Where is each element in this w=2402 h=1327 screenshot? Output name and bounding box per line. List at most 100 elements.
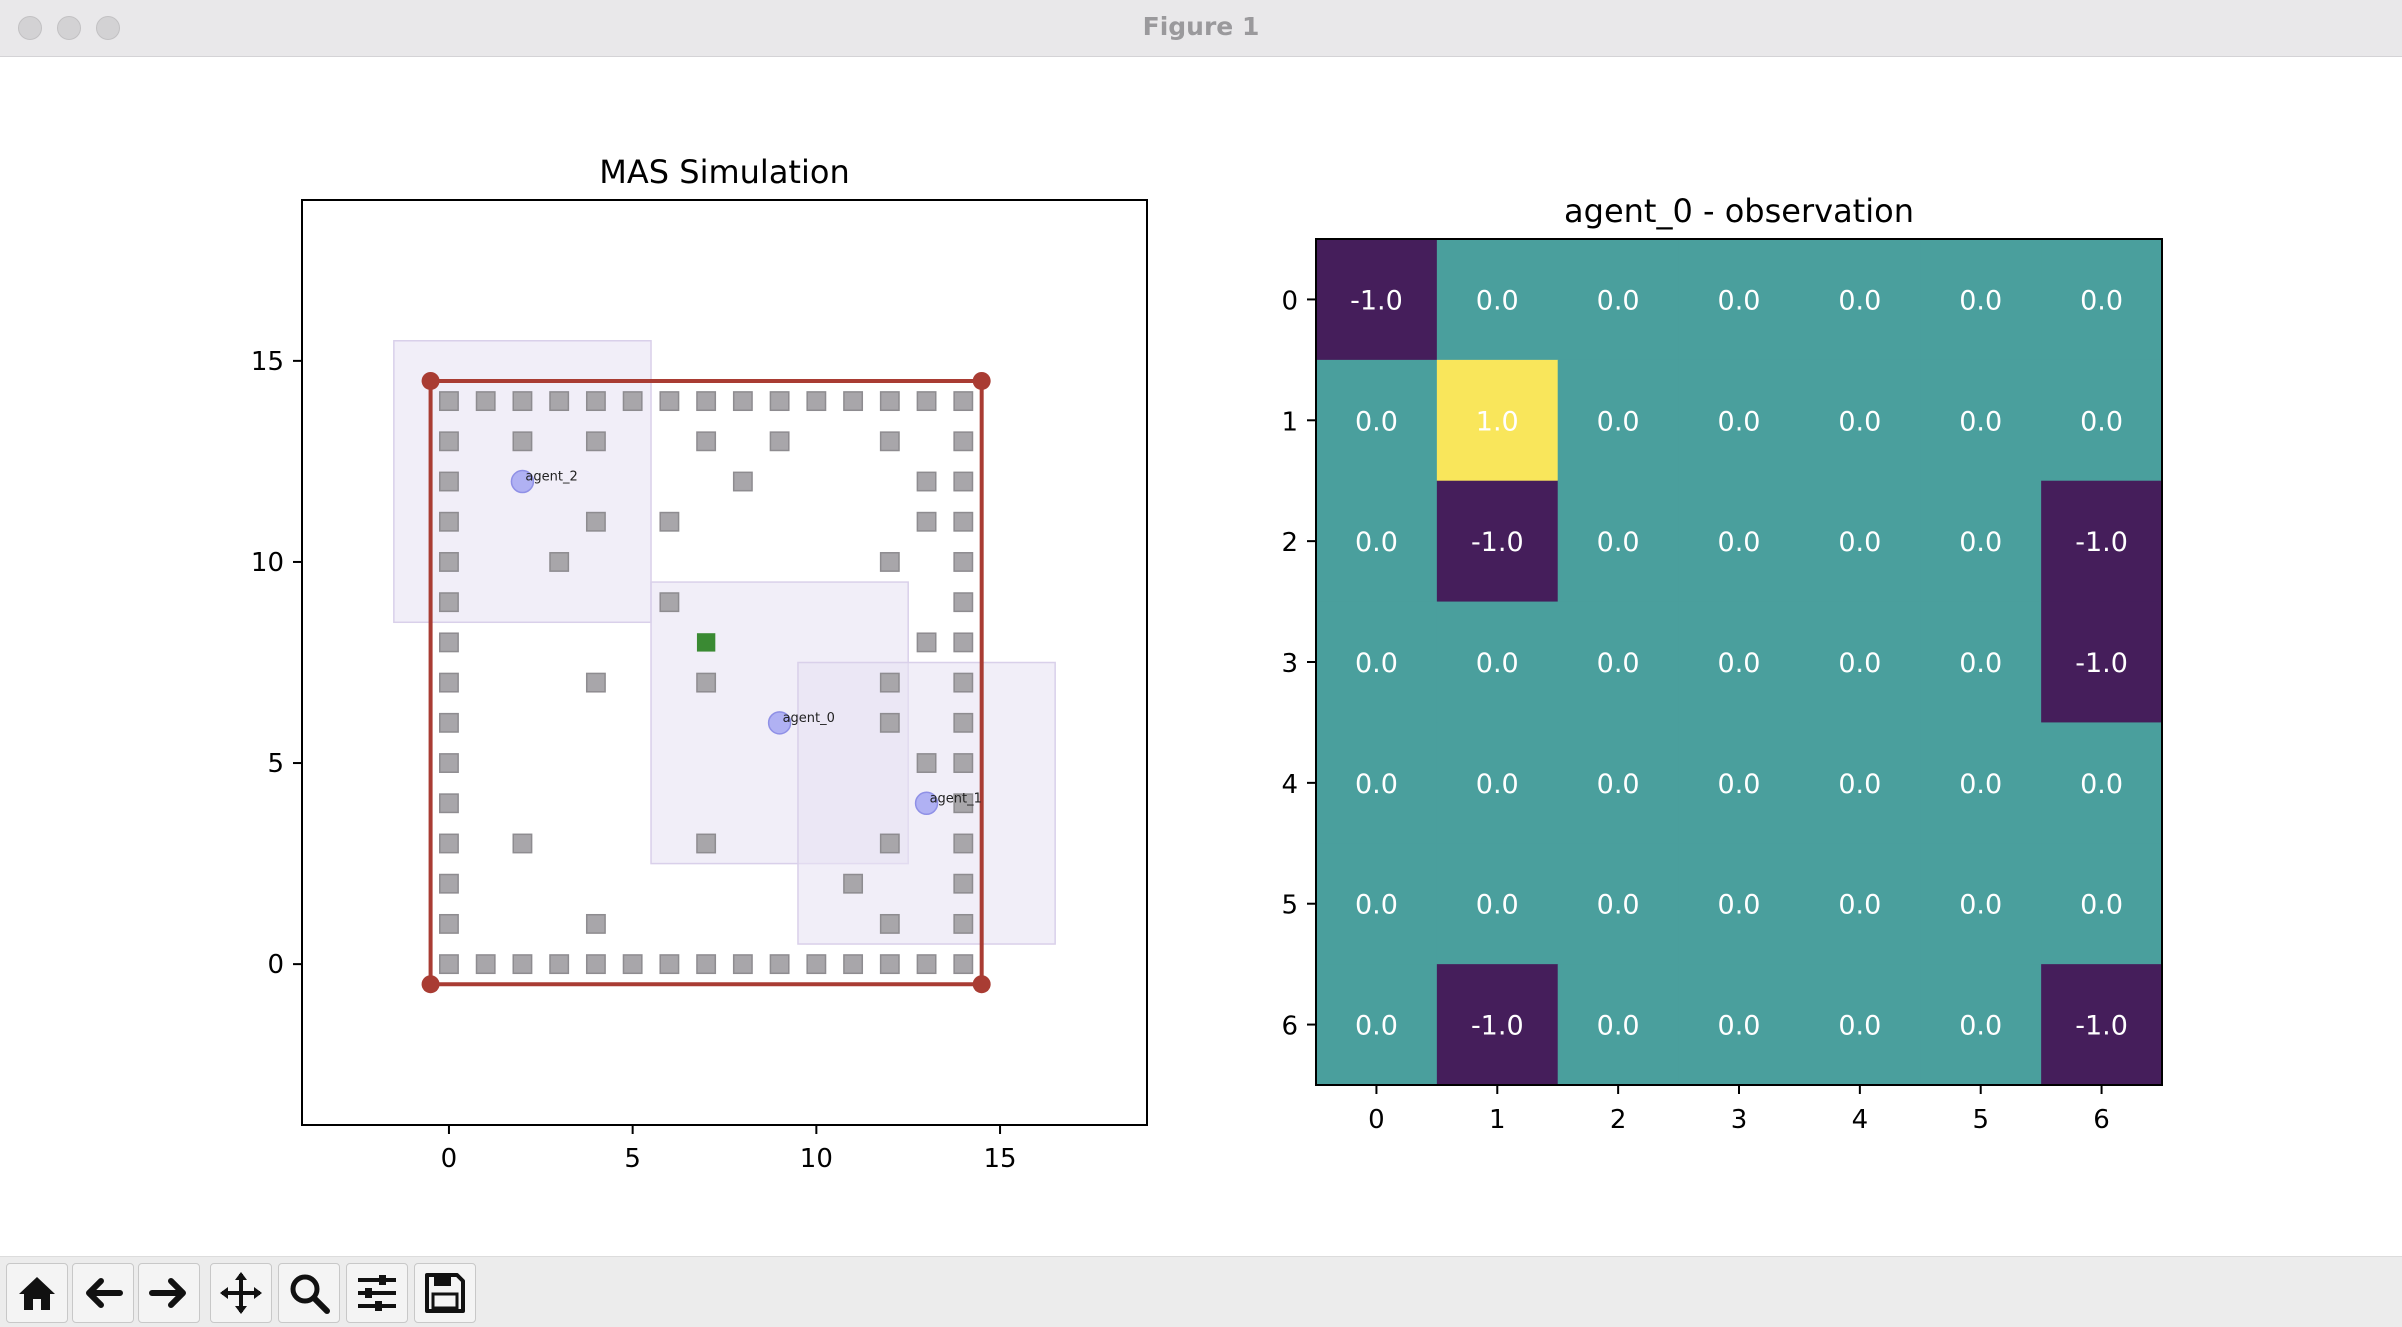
- heatmap-cell-label: 0.0: [2080, 406, 2123, 437]
- agent-marker-agent_2: [510, 469, 535, 494]
- heatmap-y-tick-label: 0: [1281, 286, 1298, 316]
- heatmap-cell-label: 0.0: [1718, 527, 1761, 558]
- heatmap-cell: [1316, 964, 1438, 1086]
- heatmap-cell-label: -1.0: [1471, 527, 1524, 558]
- heatmap-cell: [1557, 601, 1680, 723]
- obstacle: [512, 833, 533, 854]
- obstacle: [879, 431, 900, 452]
- obstacle: [916, 954, 937, 975]
- obstacle: [622, 391, 643, 412]
- heatmap-cell-label: 0.0: [1838, 406, 1881, 437]
- heatmap-cell: [1316, 359, 1438, 482]
- obstacle: [769, 954, 790, 975]
- obstacle: [439, 511, 459, 532]
- obstacle: [512, 954, 533, 975]
- sim-x-tick-label: 5: [624, 1144, 641, 1174]
- heatmap-cell-label: -1.0: [1350, 285, 1403, 316]
- heatmap-cell-label: 0.0: [1838, 1011, 1881, 1042]
- boundary-corner-marker: [972, 975, 991, 994]
- agent-label-agent_0: agent_0: [783, 711, 835, 726]
- heatmap-cell-label: 0.0: [1959, 527, 2002, 558]
- heatmap-cell-label: -1.0: [2075, 648, 2128, 679]
- heatmap-cell: [1316, 239, 1438, 361]
- heatmap-y-tick-label: 3: [1281, 649, 1298, 679]
- heatmap-y-tick-label: 1: [1281, 407, 1298, 437]
- obstacle: [916, 511, 937, 532]
- obstacle: [953, 592, 974, 613]
- back-button[interactable]: [72, 1263, 134, 1323]
- obstacle: [439, 913, 459, 934]
- obstacle: [843, 873, 864, 894]
- heatmap-cell: [1799, 359, 1921, 482]
- zoom-window-button[interactable]: [96, 16, 120, 40]
- heatmap-cell-label: 0.0: [1476, 890, 1519, 921]
- close-window-button[interactable]: [18, 16, 42, 40]
- heatmap-cell: [1920, 480, 2042, 603]
- forward-button[interactable]: [138, 1263, 200, 1323]
- obstacle: [439, 672, 459, 693]
- obstacle: [659, 511, 680, 532]
- heatmap-cell: [1799, 480, 1921, 603]
- boundary-corner-marker: [421, 371, 440, 390]
- obstacle: [806, 954, 827, 975]
- obstacle: [879, 954, 900, 975]
- heatmap-cell: [1920, 601, 2042, 723]
- obstacle: [879, 712, 900, 733]
- heatmap-cell: [1557, 843, 1680, 965]
- heatmap-cell: [1920, 722, 2042, 844]
- heatmap-y-tick-label: 5: [1281, 891, 1298, 921]
- obstacle: [439, 471, 459, 492]
- home-button[interactable]: [6, 1263, 68, 1323]
- sim-chart-title: MAS Simulation: [599, 153, 849, 191]
- heatmap-cell: [1920, 843, 2042, 965]
- save-button[interactable]: [414, 1263, 476, 1323]
- heatmap-cell-label: 0.0: [1597, 769, 1640, 800]
- figure-canvas[interactable]: agent_0 agent_1 agent_2 MAS Simulation 0 5 10 1…: [0, 57, 2402, 1255]
- heatmap-cell: [1678, 359, 1800, 482]
- heatmap-cell: [2041, 239, 2163, 361]
- obstacle: [953, 873, 974, 894]
- obstacle: [439, 632, 459, 653]
- obstacle: [585, 954, 606, 975]
- agent-marker-agent_0: [767, 711, 792, 735]
- obstacle: [953, 954, 974, 975]
- heatmap-cell: [1920, 239, 2042, 361]
- heatmap-cell: [2041, 480, 2163, 603]
- heatmap-y-tick-label: 2: [1281, 528, 1298, 558]
- agent-marker-agent_1: [914, 791, 939, 816]
- configure-subplots-button[interactable]: [346, 1263, 408, 1323]
- obstacle: [953, 632, 974, 653]
- heatmap-cell: [2041, 359, 2163, 482]
- obstacle: [696, 391, 717, 412]
- obstacle: [475, 391, 496, 412]
- heatmap-cell-label: 0.0: [1959, 769, 2002, 800]
- heatmap-cell: [1799, 722, 1921, 844]
- obstacle: [696, 431, 717, 452]
- heatmap-cell: [2041, 722, 2163, 844]
- sim-y-tick-label: 10: [251, 548, 284, 578]
- obstacle: [843, 391, 864, 412]
- heatmap-cell: [1557, 722, 1680, 844]
- obstacle: [585, 431, 606, 452]
- obstacle: [439, 753, 459, 773]
- pan-button[interactable]: [210, 1263, 272, 1323]
- sim-x-tick-label: 15: [983, 1144, 1016, 1174]
- obstacle: [843, 954, 864, 975]
- heatmap-cell: [1316, 480, 1438, 603]
- obstacle: [879, 552, 900, 572]
- zoom-button[interactable]: [278, 1263, 340, 1323]
- heatmap-cell: [1316, 843, 1438, 965]
- obstacle: [696, 954, 717, 975]
- heatmap-cell-label: 0.0: [1476, 285, 1519, 316]
- obstacle: [439, 833, 459, 854]
- heatmap-cell-label: 0.0: [1476, 648, 1519, 679]
- obstacle: [916, 471, 937, 492]
- heatmap-x-tick-label: 3: [1731, 1105, 1748, 1135]
- obstacle: [659, 954, 680, 975]
- home-icon: [19, 1277, 55, 1310]
- heatmap-cell: [1436, 239, 1559, 361]
- window-title: Figure 1: [1142, 12, 1260, 41]
- obstacle: [439, 793, 459, 814]
- minimize-window-button[interactable]: [57, 16, 81, 40]
- sim-x-tick-label: 0: [441, 1144, 458, 1174]
